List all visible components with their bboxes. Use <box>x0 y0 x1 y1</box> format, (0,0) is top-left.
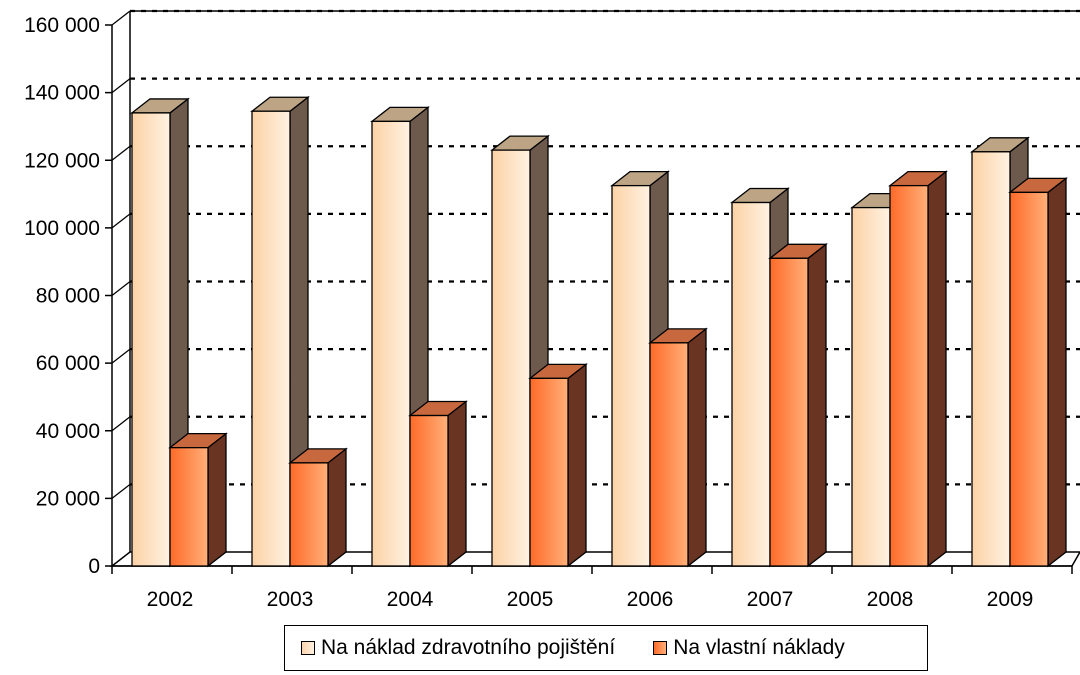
y-tick-label: 80 000 <box>36 285 100 308</box>
legend-swatch-series-2 <box>653 641 668 655</box>
y-tick-label: 120 000 <box>24 149 100 172</box>
y-tick-label: 160 000 <box>24 14 100 37</box>
bar-series-1 <box>251 110 291 567</box>
bar-series-2 <box>169 447 209 567</box>
bar-series-1 <box>131 112 171 567</box>
bar-series-2 <box>529 377 569 567</box>
x-tick-label: 2004 <box>387 588 434 611</box>
y-tick-label: 0 <box>88 555 100 578</box>
bar-series-1 <box>371 120 411 567</box>
x-tick-label: 2002 <box>147 588 194 611</box>
gridline-depth-edge <box>111 78 131 94</box>
x-tick-label: 2005 <box>507 588 554 611</box>
x-tick-label: 2009 <box>987 588 1034 611</box>
bar-series-2 <box>1009 191 1049 567</box>
legend-swatch-series-1 <box>301 641 315 655</box>
legend-label-series-1: Na náklad zdravotního pojištění <box>321 636 616 659</box>
gridline-depth-edge <box>111 483 131 499</box>
bar-series-2 <box>649 342 689 567</box>
gridline-depth-edge <box>111 281 131 296</box>
x-tick-label: 2008 <box>867 588 914 611</box>
y-tick-label: 20 000 <box>36 487 100 510</box>
legend-label-series-2: Na vlastní náklady <box>673 636 845 659</box>
gridline-depth-edge <box>111 416 131 432</box>
y-tick-label: 60 000 <box>36 352 100 375</box>
bar-side <box>327 447 347 568</box>
x-tick-label: 2006 <box>627 588 674 611</box>
bar-series-1 <box>491 149 531 567</box>
bar-series-1 <box>971 151 1011 567</box>
gridline-depth-edge <box>111 213 131 229</box>
legend-item-series-1: Na náklad zdravotního pojištění <box>301 636 615 660</box>
bar-side <box>567 363 587 568</box>
y-tick-label: 40 000 <box>36 420 100 443</box>
bar-series-1 <box>731 201 771 567</box>
gridline-depth-edge <box>111 348 131 364</box>
bar-side <box>447 400 467 568</box>
bar-series-2 <box>289 462 329 567</box>
bar-side <box>687 327 707 568</box>
y-tick-label: 140 000 <box>24 82 100 105</box>
bar-side <box>1047 177 1067 568</box>
y-tick-label: 100 000 <box>24 217 100 240</box>
bar-side <box>927 170 947 568</box>
bar-series-1 <box>851 206 891 567</box>
bar-series-2 <box>889 184 929 567</box>
gridline-depth-edge <box>111 145 131 161</box>
bar-side <box>807 242 827 568</box>
bar-series-2 <box>769 257 809 567</box>
x-tick-label: 2007 <box>747 588 794 611</box>
legend-item-series-2: Na vlastní náklady <box>653 636 845 660</box>
legend: Na náklad zdravotního pojištění Na vlast… <box>284 625 928 671</box>
x-tick-label: 2003 <box>267 588 314 611</box>
bar-side <box>207 432 227 568</box>
gridline-depth-edge <box>111 10 131 26</box>
bar-series-1 <box>611 184 651 567</box>
bar-series-2 <box>409 414 449 567</box>
